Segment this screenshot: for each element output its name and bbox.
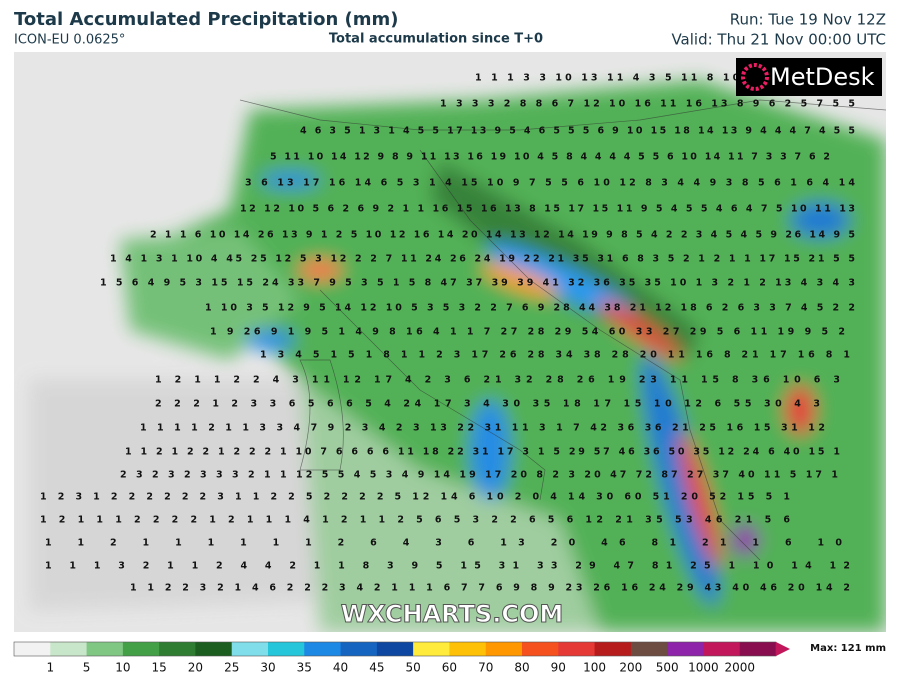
colorbar-segment bbox=[231, 642, 269, 656]
colorbar-label: 15 bbox=[152, 661, 167, 675]
colorbar-label: 90 bbox=[551, 661, 566, 675]
max-label: Max: 121 mm bbox=[810, 643, 886, 654]
map-value-row: 1 3 4 5 1 5 1 8 1 1 2 3 17 26 28 34 38 2… bbox=[260, 350, 850, 361]
colorbar-label: 60 bbox=[442, 661, 457, 675]
colorbar-segment bbox=[703, 642, 741, 656]
valid-time: Valid: Thu 21 Nov 00:00 UTC bbox=[671, 31, 886, 49]
colorbar-segment bbox=[340, 642, 378, 656]
colorbar-segment bbox=[449, 642, 487, 656]
colorbar-label: 10 bbox=[115, 661, 130, 675]
colorbar-segment bbox=[413, 642, 450, 656]
map-value-row: 2 2 2 1 2 3 3 6 5 6 6 5 4 24 17 3 4 30 3… bbox=[155, 399, 820, 410]
map-value-row: 4 6 3 5 1 3 1 4 5 5 17 13 9 5 4 6 5 5 5 … bbox=[300, 126, 855, 137]
colorbar-label: 2000 bbox=[724, 661, 755, 675]
colorbar-segment bbox=[50, 642, 88, 656]
colorbar-label: 80 bbox=[514, 661, 529, 675]
model: ICON-EU 0.0625° bbox=[14, 33, 125, 48]
colorbar-label: 40 bbox=[333, 661, 348, 675]
colorbar-label: 1000 bbox=[688, 661, 719, 675]
colorbar-label: 30 bbox=[260, 661, 275, 675]
colorbar-label: 100 bbox=[583, 661, 606, 675]
colorbar-segment bbox=[14, 642, 51, 656]
colorbar-segment bbox=[195, 642, 233, 656]
colorbar-label: 25 bbox=[224, 661, 239, 675]
map-value-row: 1 2 1 1 2 2 4 3 11 12 17 4 2 3 6 21 32 2… bbox=[155, 375, 840, 386]
colorbar-segment bbox=[159, 642, 196, 656]
map-value-row: 1 9 26 9 1 9 5 1 4 9 8 16 4 1 1 7 27 28 … bbox=[210, 327, 845, 338]
colorbar-label: 50 bbox=[406, 661, 421, 675]
colorbar-label: 200 bbox=[619, 661, 642, 675]
colorbar-label: 1 bbox=[46, 661, 54, 675]
colorbar-segment bbox=[667, 642, 704, 656]
map-value-row: 3 6 13 17 16 14 6 5 3 1 4 15 10 9 7 5 5 … bbox=[245, 178, 855, 189]
colorbar-segment bbox=[304, 642, 342, 656]
map-value-row: 1 1 2 1 2 2 1 2 2 2 1 10 7 6 6 6 6 11 18… bbox=[125, 447, 840, 458]
map-value-row: 1 2 3 1 2 2 2 2 2 2 3 1 1 2 2 5 2 2 2 2 … bbox=[40, 492, 790, 503]
logo-icon bbox=[741, 63, 769, 91]
colorbar-label: 70 bbox=[478, 661, 493, 675]
logo: MetDesk bbox=[770, 63, 875, 91]
subtitle: Total accumulation since T+0 bbox=[329, 32, 543, 47]
map-value-row: 1 2 1 1 1 2 2 2 2 1 2 1 1 1 4 1 2 1 1 2 … bbox=[40, 515, 790, 526]
colorbar-label: 35 bbox=[297, 661, 312, 675]
colorbar: 1 5 10 15 20 25 30 35 40 45 50 60 70 80 90 100 200 500 100… bbox=[13, 641, 777, 675]
colorbar-label: 5 bbox=[83, 661, 91, 675]
colorbar-label: 20 bbox=[188, 661, 203, 675]
colorbar-segment bbox=[558, 642, 596, 656]
colorbar-segment bbox=[522, 642, 559, 656]
map-value-row: 1 3 3 3 2 8 8 6 7 12 10 16 11 16 13 8 9 … bbox=[440, 99, 855, 110]
map-value-row: 1 5 6 4 9 5 3 15 15 24 33 7 9 5 3 5 1 5 … bbox=[100, 278, 855, 289]
colorbar-label: 500 bbox=[656, 661, 679, 675]
map-value-row: 12 12 10 5 6 2 6 9 2 1 1 16 15 16 13 8 1… bbox=[240, 204, 855, 215]
watermark: WXCHARTS.COM bbox=[341, 600, 563, 628]
colorbar-segment bbox=[594, 642, 632, 656]
colorbar-segment bbox=[376, 642, 414, 656]
map-value-row: 1 1 2 2 3 2 1 4 6 2 2 2 3 4 2 1 1 1 6 7 … bbox=[130, 583, 850, 594]
colorbar-arrow bbox=[776, 642, 790, 656]
map-value-row: 1 1 1 3 3 10 13 11 4 3 5 11 8 10 13 bbox=[475, 73, 765, 84]
colorbar-label: 45 bbox=[369, 661, 384, 675]
colorbar-segment bbox=[122, 642, 160, 656]
run-time: Run: Tue 19 Nov 12Z bbox=[730, 11, 886, 29]
map bbox=[14, 52, 886, 632]
colorbar-segment bbox=[86, 642, 124, 656]
colorbar-segment bbox=[630, 642, 668, 656]
colorbar-segment bbox=[739, 642, 777, 656]
title: Total Accumulated Precipitation (mm) bbox=[14, 9, 399, 30]
colorbar-segment bbox=[268, 642, 305, 656]
map-value-row: 2 3 2 3 2 3 3 3 2 1 1 12 5 5 4 5 3 4 9 1… bbox=[120, 470, 838, 481]
colorbar-segment bbox=[485, 642, 523, 656]
